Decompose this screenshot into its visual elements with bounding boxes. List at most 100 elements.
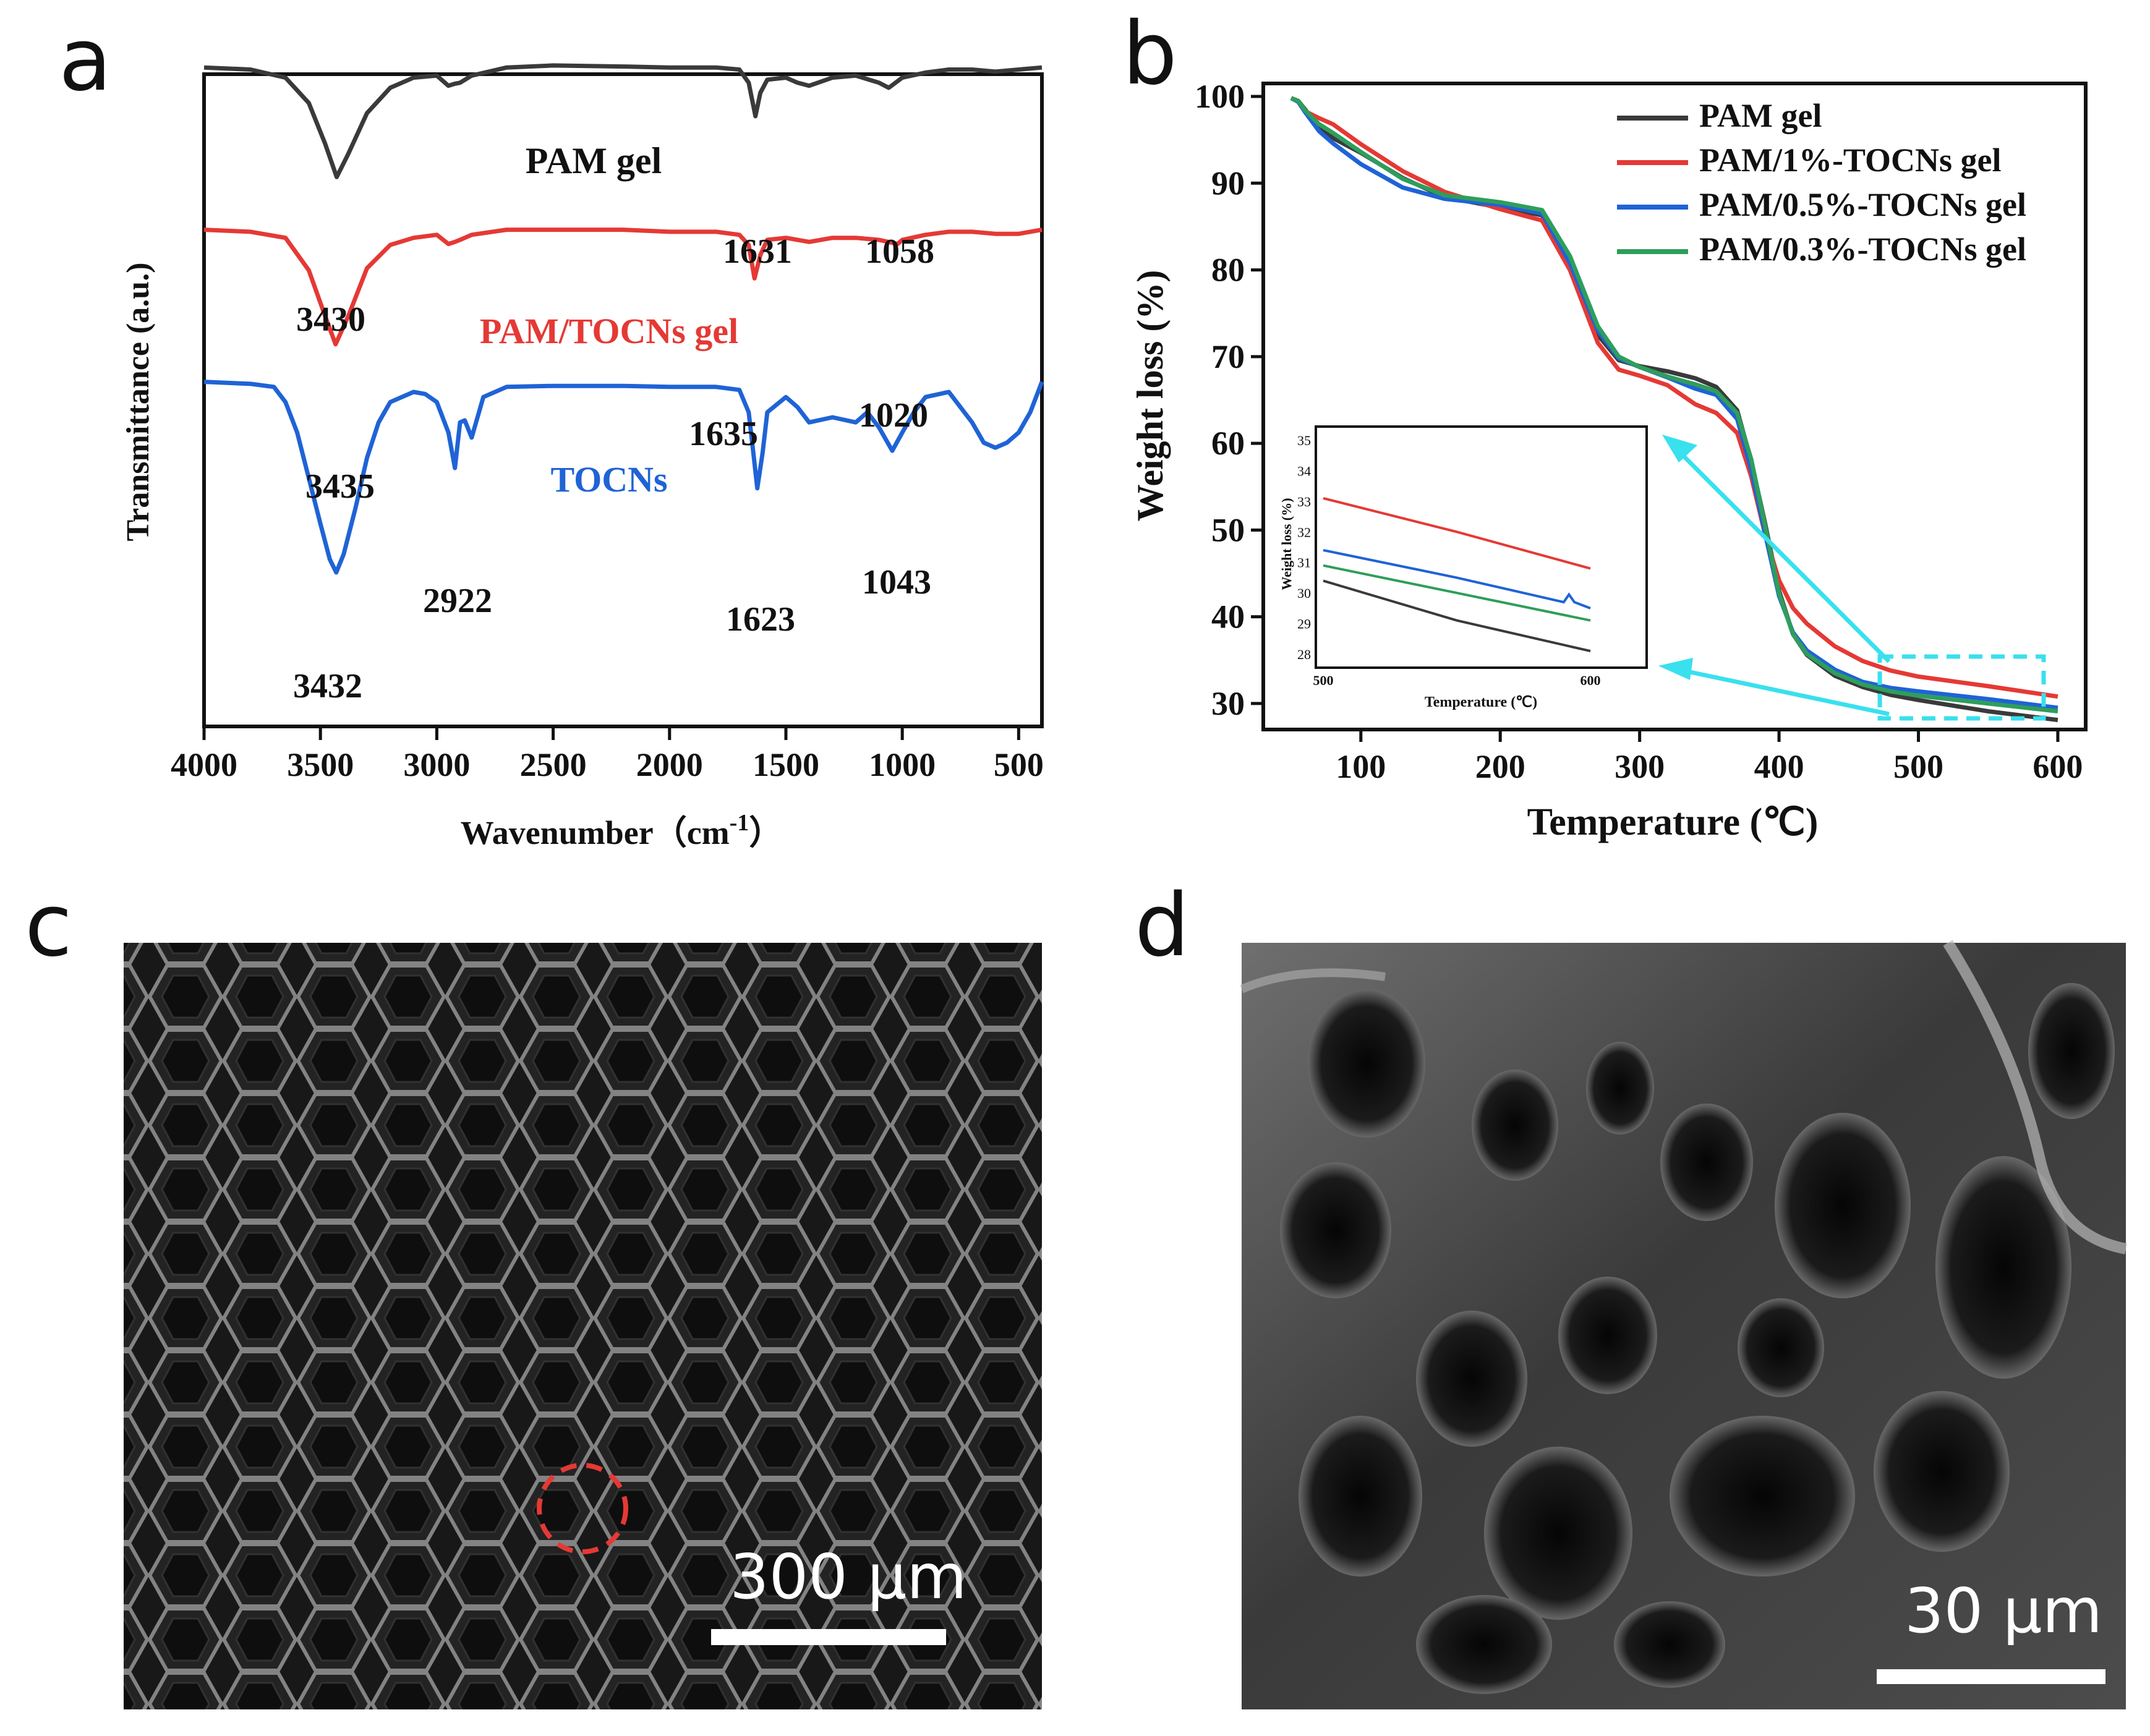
inset-line-pam-gel — [1323, 579, 1591, 653]
ytick-label: 100 — [1195, 78, 1245, 115]
xtick-label: 3500 — [287, 746, 354, 783]
annotation-1631: 1631 — [723, 232, 792, 271]
sem-image-d: 30 µm — [1240, 940, 2127, 1709]
chart-a-xlabel-sup: -1 — [730, 810, 749, 836]
pore — [1416, 1595, 1552, 1694]
ytick-label: 60 — [1211, 425, 1245, 462]
sem-d-ridge — [1943, 940, 2127, 1254]
xtick-label: 3000 — [403, 746, 470, 783]
legend-label: PAM/1%-TOCNs gel — [1699, 142, 2001, 179]
ytick-label: 90 — [1211, 164, 1245, 202]
xtick-label: 2500 — [520, 746, 587, 783]
sem-c-shade — [124, 943, 1042, 1709]
pore — [1874, 1391, 2010, 1552]
pore — [1775, 1113, 1911, 1298]
inset-series — [1323, 496, 1591, 653]
pore — [1308, 989, 1425, 1138]
zoom-arrow-upper-head — [1662, 435, 1697, 462]
series-line-tocns — [203, 380, 1044, 575]
inset-ytick-label: 28 — [1297, 647, 1311, 662]
inset-xtick-label: 600 — [1581, 673, 1601, 688]
xtick-label: 4000 — [171, 746, 237, 783]
inset-ytick-label: 30 — [1297, 585, 1311, 601]
chart-b-ylabel: Weight loss (%) — [1130, 270, 1171, 522]
xtick-label: 500 — [994, 746, 1044, 783]
series-line-pam-1-tocns-gel — [1290, 96, 2058, 699]
pore — [1614, 1601, 1725, 1688]
pore — [1670, 1416, 1855, 1576]
highlight-circle — [537, 1463, 628, 1554]
chart-b-xlabel: Temperature (℃) — [1527, 801, 1819, 843]
panel-c-letter: c — [25, 875, 72, 976]
panel-d-letter: d — [1135, 875, 1190, 976]
chart-b-frame — [1261, 82, 2088, 731]
pore — [2028, 983, 2115, 1119]
panel-b-letter: b — [1122, 4, 1177, 104]
chart-a-xlabel: Wavenumber（cm-1） — [461, 810, 783, 851]
inset-line-pam-0-3-tocns-gel — [1323, 564, 1591, 622]
chart-b-ticks: 100 200 300 400 500 600 30 40 50 60 70 80 90 100 — [1195, 78, 2083, 785]
xtick-label: 2000 — [636, 746, 703, 783]
ytick-label: 80 — [1211, 252, 1245, 289]
legend-label: PAM gel — [1699, 97, 1822, 134]
ytick-label: 50 — [1211, 511, 1245, 548]
chart-a-series — [203, 63, 1044, 575]
pore — [1935, 1156, 2071, 1379]
annotation-1043: 1043 — [862, 563, 931, 602]
inset-xtick-label: 500 — [1313, 673, 1334, 688]
legend-label: PAM/0.5%-TOCNs gel — [1699, 186, 2026, 223]
chart-a-xlabel-end: ） — [749, 814, 782, 851]
annotation-pam-gel: PAM gel — [526, 140, 662, 181]
series-line-pam-gel — [203, 63, 1043, 179]
series-line-pam-0-3-tocns-gel — [1290, 96, 2058, 713]
annotation-pam-tocns-gel: PAM/TOCNs gel — [480, 311, 738, 351]
inset-ytick-label: 32 — [1297, 524, 1311, 540]
pore — [1472, 1070, 1558, 1181]
chart-a: 4000 3500 3000 2500 2000 1500 1000 500 PAM gel 3… — [121, 63, 1044, 851]
zoom-arrow-upper — [1668, 440, 1891, 663]
ytick-label: 40 — [1211, 598, 1245, 636]
xtick-label: 1500 — [753, 746, 819, 783]
scalebar-c — [711, 1629, 946, 1645]
inset-ytick-label: 29 — [1297, 616, 1311, 632]
annotation-2922: 2922 — [423, 582, 492, 620]
inset-ytick-label: 33 — [1297, 494, 1311, 509]
sem-c-background — [124, 943, 1042, 1709]
pore — [1299, 1416, 1422, 1576]
zoom-arrow-lower — [1669, 665, 1890, 717]
pore — [1660, 1104, 1753, 1221]
pore — [1280, 1162, 1391, 1298]
scalebar-d-label: 30 µm — [1905, 1575, 2102, 1647]
xtick-label: 1000 — [869, 746, 936, 783]
annotation-1623: 1623 — [726, 600, 795, 639]
chart-a-xticks: 4000 3500 3000 2500 2000 1500 1000 500 — [171, 726, 1044, 783]
inset-ytick-label: 35 — [1297, 433, 1311, 448]
pore — [1738, 1298, 1824, 1397]
xtick-label: 500 — [1893, 748, 1943, 785]
inset-line-pam-1-tocns-gel — [1323, 496, 1591, 570]
chart-b: 100 200 300 400 500 600 30 40 50 60 70 80 90 100 Weig… — [1130, 78, 2088, 843]
xtick-label: 200 — [1475, 748, 1525, 785]
annotation-3435: 3435 — [305, 467, 375, 506]
xtick-label: 600 — [2033, 748, 2083, 785]
xtick-label: 400 — [1754, 748, 1804, 785]
inset-ytick-label: 34 — [1297, 463, 1311, 479]
series-line-pam-tocns-gel — [203, 228, 1043, 347]
annotation-1020: 1020 — [859, 396, 928, 435]
xtick-label: 300 — [1615, 748, 1665, 785]
inset-xlabel: Temperature (℃) — [1425, 694, 1537, 710]
annotation-1635: 1635 — [689, 415, 758, 453]
xtick-label: 100 — [1336, 748, 1386, 785]
chart-b-legend: PAM gel PAM/1%-TOCNs gel PAM/0.5%-TOCNs ge… — [1617, 97, 2026, 268]
ytick-label: 30 — [1211, 685, 1245, 722]
inset-line-pam-0-5-tocns-gel — [1323, 548, 1591, 610]
chart-a-xlabel-main: Wavenumber（cm — [461, 814, 730, 851]
annotation-3432: 3432 — [293, 667, 362, 705]
sem-d-ridge — [1240, 968, 1386, 994]
annotation-1058: 1058 — [865, 232, 934, 271]
inset-background — [1316, 427, 1647, 668]
annotation-tocns: TOCNs — [550, 459, 667, 500]
chart-a-annotations: PAM gel 3430 1631 1058 PAM/TOCNs gel 3435 1635… — [293, 140, 934, 705]
pore — [1484, 1447, 1632, 1620]
